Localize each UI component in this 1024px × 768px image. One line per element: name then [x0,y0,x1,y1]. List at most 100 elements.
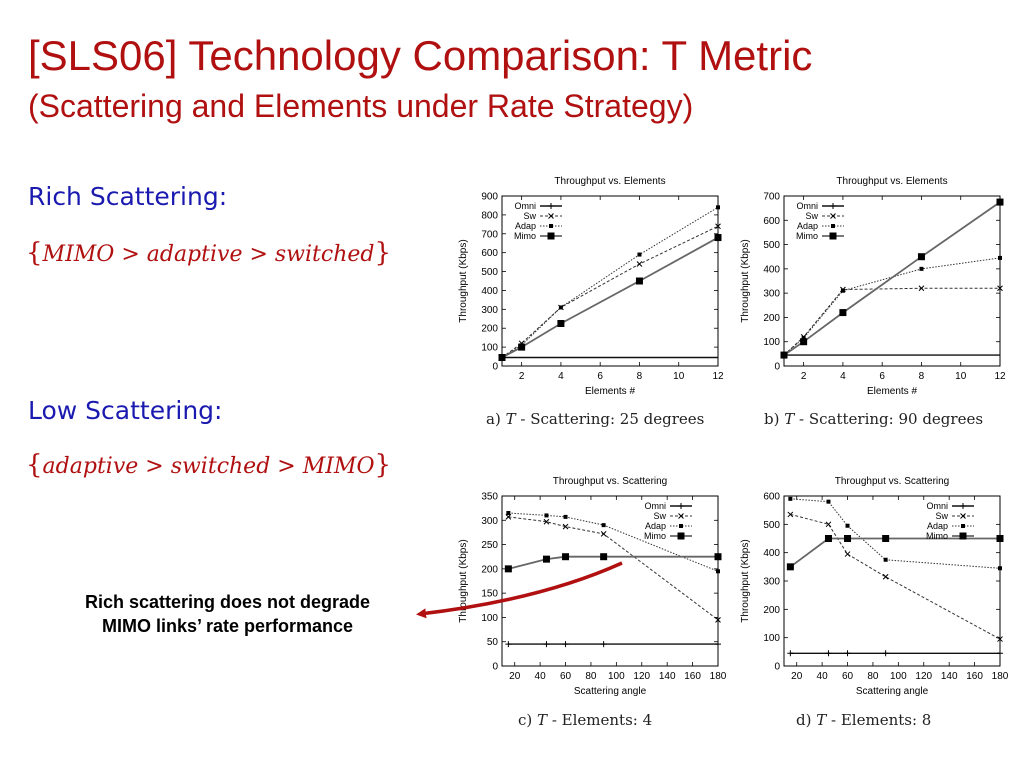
data-point-mimo [996,198,1004,206]
caption-b: b) T - Scattering: 90 degrees [764,410,984,428]
y-tick-label: 800 [481,210,498,221]
data-point-mimo [882,535,890,542]
caption-a: a) T - Scattering: 25 degrees [486,410,705,428]
data-point-sw [787,511,794,518]
legend-label: Sw [805,211,818,221]
x-axis-label: Scattering angle [574,686,647,697]
y-tick-label: 400 [481,286,498,297]
data-point-mimo [824,535,832,542]
legend-label: Omni [796,201,818,211]
data-point-sw [918,285,925,292]
series-line-adap [501,206,719,358]
brace-close: } [374,238,392,268]
legend-label: Omni [514,201,536,211]
data-point-sw [997,636,1003,642]
data-point-adap [998,255,1002,260]
legend-label: Adap [797,221,818,231]
x-tick-label: 10 [955,371,967,382]
y-tick-label: 50 [487,637,499,648]
x-tick-label: 8 [637,371,643,382]
data-point-adap [558,305,563,310]
data-point-omni [882,650,889,657]
legend-label: Sw [523,211,536,221]
y-tick-label: 400 [763,548,780,559]
data-point-adap [998,566,1002,571]
data-point-mimo [844,535,852,542]
data-point-adap [840,288,845,293]
chart-c: Throughput vs. Scattering 0 50 100 150 200 250… [458,476,727,697]
brace-close: } [374,450,392,480]
data-point-sw [715,617,721,623]
data-point-mimo [786,563,794,571]
legend-label: Mimo [644,531,666,541]
y-tick-label: 100 [763,337,780,348]
data-point-mimo [557,320,565,327]
x-tick-label: 10 [673,371,685,382]
data-point-adap [845,523,850,528]
legend-marker [678,513,684,519]
legend-marker [960,513,966,519]
x-tick-label: 120 [915,671,932,682]
x-tick-label: 4 [840,371,846,382]
chart-a: Throughput vs. Elements 0 100 200 300 400 500 6… [458,176,724,397]
x-tick-label: 60 [842,671,854,682]
data-point-mimo [542,555,550,563]
data-point-omni [505,641,512,648]
x-tick-label: 4 [558,371,564,382]
note-line-1: Rich scattering does not degrade [84,592,371,612]
data-point-mimo [996,535,1004,542]
data-point-omni [600,641,607,648]
y-tick-label: 100 [481,613,498,624]
data-point-sw [600,531,607,537]
plot-frame [783,195,1001,367]
y-tick-label: 500 [763,520,780,531]
legend-marker [959,532,967,540]
legend-marker [960,503,966,509]
data-point-omni [715,641,721,648]
plot-frame [501,195,719,367]
annotation-note: Rich scattering does not degrade MIMO li… [40,590,415,638]
x-axis-label: Elements # [585,386,635,397]
y-tick-label: 700 [763,192,780,203]
x-tick-label: 60 [560,671,572,682]
rich-scattering-heading: Rich Scattering: [28,182,228,211]
y-tick-label: 350 [481,492,498,503]
data-point-sw [997,285,1003,292]
data-point-mimo [600,553,608,561]
data-point-sw [505,514,512,520]
data-point-adap [506,511,511,515]
series-line-sw [790,513,1001,640]
x-tick-label: 20 [791,671,803,682]
y-tick-label: 100 [763,633,780,644]
legend-label: Adap [645,521,666,531]
y-tick-label: 600 [481,248,498,259]
x-tick-label: 180 [992,671,1009,682]
chart-title: Throughput vs. Elements [554,176,665,187]
low-scattering-heading: Low Scattering: [28,396,223,425]
legend-label: Mimo [796,231,818,241]
legend-label: Mimo [926,531,948,541]
legend-marker [548,203,554,209]
chart-b: Throughput vs. Elements 0 100 200 300 400 500 6… [740,176,1006,397]
y-tick-label: 700 [481,229,498,240]
legend-label: Adap [927,521,948,531]
x-tick-label: 80 [867,671,879,682]
caption-c: c) T - Elements: 4 [518,711,653,729]
data-point-sw [882,573,889,580]
brace-open: { [26,450,43,480]
legend-label: Adap [515,221,536,231]
x-tick-label: 6 [597,371,603,382]
data-point-omni [844,650,851,657]
x-tick-label: 120 [633,671,650,682]
legend-label: Sw [935,511,948,521]
x-tick-label: 6 [879,371,885,382]
x-tick-label: 2 [801,371,807,382]
y-axis-label: Throughput (Kbps) [458,239,469,322]
y-tick-label: 0 [492,662,498,673]
chart-title: Throughput vs. Elements [836,176,947,187]
legend-marker [829,232,837,240]
data-point-mimo [498,354,506,361]
plot-frame [501,495,719,667]
data-point-adap [601,523,606,528]
